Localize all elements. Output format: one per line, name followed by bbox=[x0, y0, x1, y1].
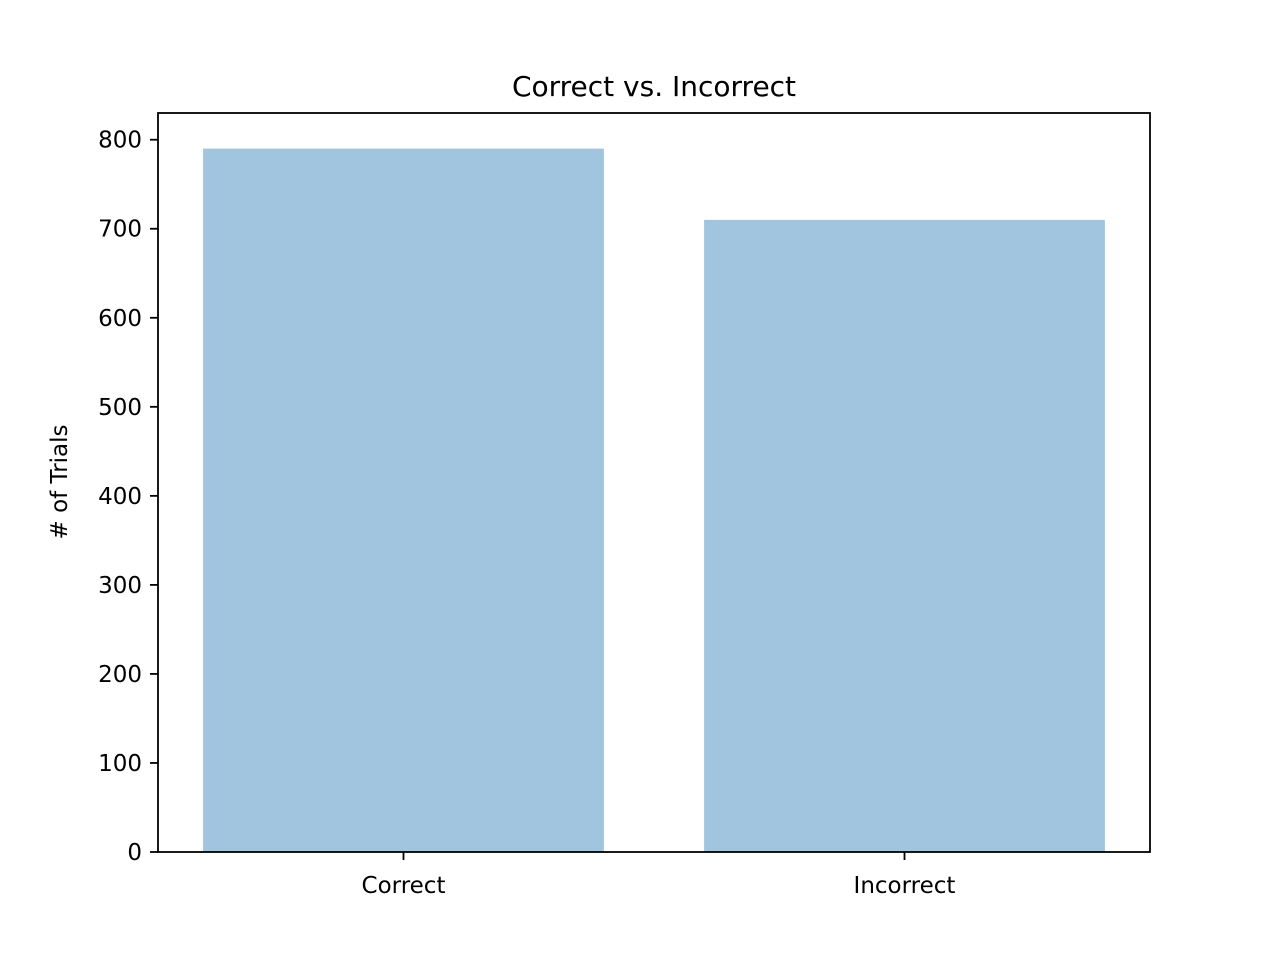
y-tick-label: 700 bbox=[98, 217, 142, 243]
bar-incorrect bbox=[704, 219, 1105, 852]
y-tick-label: 200 bbox=[98, 662, 142, 688]
y-tick-label: 300 bbox=[98, 573, 142, 599]
y-tick-label: 100 bbox=[98, 751, 142, 777]
y-axis-title: # of Trials bbox=[47, 424, 73, 539]
chart-title: Correct vs. Incorrect bbox=[512, 70, 796, 103]
x-axis: Correct Incorrect bbox=[362, 852, 956, 899]
x-tick-label-incorrect: Incorrect bbox=[854, 873, 956, 899]
y-tick-label: 0 bbox=[127, 840, 142, 866]
x-tick-label-correct: Correct bbox=[362, 873, 446, 899]
y-axis: 0 100 200 300 400 500 600 700 800 bbox=[98, 128, 158, 866]
y-tick-label: 400 bbox=[98, 484, 142, 510]
y-tick-label: 800 bbox=[98, 128, 142, 154]
bars-group bbox=[203, 148, 1105, 853]
bar-correct bbox=[203, 148, 604, 853]
y-tick-label: 500 bbox=[98, 395, 142, 421]
plot-frame bbox=[157, 112, 1151, 853]
y-tick-label: 600 bbox=[98, 306, 142, 332]
